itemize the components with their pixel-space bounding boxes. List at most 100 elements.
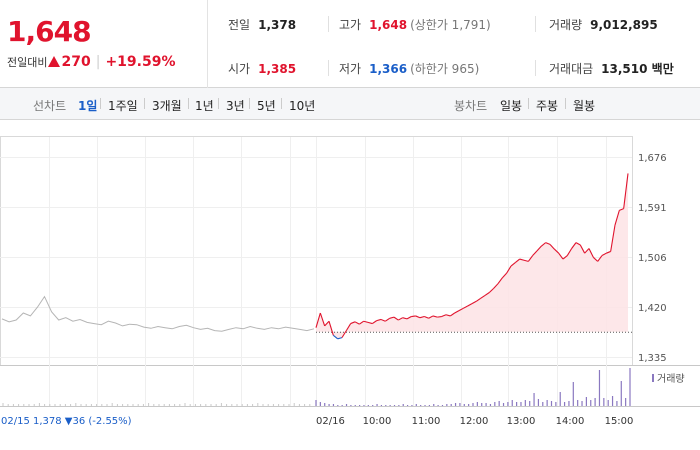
candle-weekly[interactable]: 주봉: [536, 99, 559, 113]
stat-label: 저가: [339, 62, 362, 76]
series-prev-day-line: [1, 295, 315, 332]
y-tick-label: 1,420: [638, 303, 667, 314]
series-today-line: [363, 320, 369, 323]
x-tick-label: 12:00: [460, 416, 489, 427]
divider: [328, 16, 329, 32]
period-10y[interactable]: 10년: [289, 99, 316, 113]
series-today-line: [549, 244, 555, 250]
x-tick-label: 14:00: [556, 416, 585, 427]
series-today-line: [614, 210, 620, 226]
x-tick-label: 10:00: [363, 416, 392, 427]
period-3m[interactable]: 3개월: [152, 99, 182, 113]
x-tick-label: 02/16: [316, 416, 345, 427]
period-1y[interactable]: 1년: [195, 99, 214, 113]
series-today-line: [376, 318, 382, 322]
series-today-line: [354, 321, 360, 325]
series-today-line: [536, 245, 542, 252]
volume-legend-label: 거래량: [657, 373, 685, 385]
series-today-line: [575, 242, 581, 246]
period-1w[interactable]: 1주일: [108, 99, 138, 113]
x-tick-label: 13:00: [507, 416, 536, 427]
divider: [281, 98, 282, 109]
divider: [188, 98, 189, 109]
stat-amount: 거래대금 13,510 백만: [549, 60, 674, 77]
series-today-line: [332, 334, 339, 340]
change-label: 전일대비: [7, 56, 48, 69]
series-today-line: [393, 316, 399, 321]
series-today-line: [398, 317, 403, 321]
series-today-line: [540, 242, 547, 247]
series-today-line: [350, 321, 356, 325]
series-today-line: [406, 316, 412, 320]
x-tick-label: 11:00: [412, 416, 441, 427]
divider: [535, 60, 536, 76]
candle-monthly[interactable]: 월봉: [573, 99, 596, 113]
stat-high: 고가 1,648 (상한가 1,791): [339, 16, 491, 33]
candle-chart-label: 봉차트: [454, 99, 488, 113]
series-today-line: [324, 320, 330, 327]
series-today-line: [514, 258, 521, 263]
series-today-line: [328, 321, 334, 336]
y-tick-label: 1,676: [638, 153, 667, 164]
series-today-line: [532, 250, 538, 256]
change-amount: 270: [61, 54, 91, 70]
series-today-line: [506, 265, 512, 274]
series-today-line: [428, 315, 434, 319]
stat-volume: 거래량 9,012,895: [549, 16, 658, 33]
series-today-line: [385, 317, 390, 322]
series-today-line: [372, 320, 377, 325]
series-today-line: [415, 315, 421, 319]
change-row: 전일대비 270 | +19.59%: [7, 54, 175, 70]
chart-toolbar: 선차트 1일 1주일 3개월 1년 3년 5년 10년 봉차트 일봉 주봉 월봉: [0, 88, 700, 120]
divider: |: [95, 54, 101, 70]
stat-label: 시가: [228, 62, 251, 76]
series-today-line: [519, 258, 525, 261]
series-today-line: [592, 256, 599, 262]
series-today-line: [389, 316, 395, 319]
stat-sub: (상한가 1,791): [410, 18, 491, 32]
period-1d[interactable]: 1일: [78, 99, 98, 113]
period-3y[interactable]: 3년: [226, 99, 245, 113]
divider: [249, 98, 250, 109]
period-5y[interactable]: 5년: [257, 99, 276, 113]
series-today-line: [341, 330, 347, 338]
series-today-line: [623, 173, 629, 209]
y-tick-label: 1,506: [638, 253, 667, 264]
stat-prev-close: 전일 1,378: [228, 16, 296, 33]
y-tick-label: 1,335: [638, 353, 667, 364]
stat-label: 고가: [339, 18, 362, 32]
series-today-line: [588, 248, 594, 258]
candle-daily[interactable]: 일봉: [500, 99, 523, 113]
series-today-line: [467, 303, 473, 307]
stat-value: 1,378: [258, 18, 297, 32]
series-today-line: [501, 272, 508, 279]
stat-value: 9,012,895: [590, 18, 658, 32]
series-today-line: [359, 320, 364, 325]
series-today-line: [571, 242, 577, 249]
stat-value: 1,648: [369, 18, 408, 32]
series-today-line: [527, 255, 534, 262]
series-today-line: [558, 252, 564, 260]
series-today-line: [566, 248, 573, 256]
divider: [218, 98, 219, 109]
series-today-line: [458, 307, 464, 312]
line-chart-label: 선차트: [33, 99, 67, 113]
series-today-line: [450, 312, 455, 317]
series-today-line: [562, 255, 568, 260]
series-today-line: [493, 283, 499, 289]
series-today-line: [523, 259, 529, 262]
volume-legend-swatch: [652, 374, 654, 382]
stats-panel: 전일 1,378 고가 1,648 (상한가 1,791) 거래량 9,012,895 …: [208, 0, 700, 88]
series-today-line: [601, 252, 607, 257]
series-today-line: [579, 244, 586, 254]
stat-value: 1,385: [258, 62, 297, 76]
series-today-line: [441, 314, 447, 318]
up-triangle-icon: [48, 56, 61, 67]
series-today-area: [316, 173, 628, 339]
series-today-line: [345, 323, 352, 331]
series-today-line: [488, 287, 495, 293]
stat-label: 전일: [228, 18, 251, 32]
divider: [528, 98, 529, 109]
price-chart: 1,676 1,591 1,506 1,420 1,335 거래량 02/16 10:00 11…: [0, 136, 700, 427]
series-today-line: [454, 310, 460, 314]
